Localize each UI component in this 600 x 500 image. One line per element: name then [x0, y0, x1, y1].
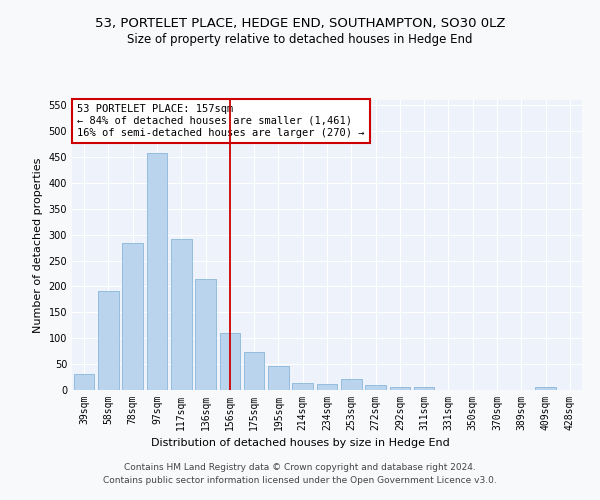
Text: Distribution of detached houses by size in Hedge End: Distribution of detached houses by size …: [151, 438, 449, 448]
Bar: [365, 385, 386, 390]
Bar: [171, 239, 191, 390]
Bar: [341, 379, 362, 390]
Bar: [122, 243, 143, 390]
Text: Contains public sector information licensed under the Open Government Licence v3: Contains public sector information licen…: [103, 476, 497, 485]
Bar: [414, 388, 434, 390]
Bar: [292, 384, 313, 390]
Bar: [389, 388, 410, 390]
Text: Contains HM Land Registry data © Crown copyright and database right 2024.: Contains HM Land Registry data © Crown c…: [124, 464, 476, 472]
Bar: [74, 374, 94, 390]
Text: 53, PORTELET PLACE, HEDGE END, SOUTHAMPTON, SO30 0LZ: 53, PORTELET PLACE, HEDGE END, SOUTHAMPT…: [95, 18, 505, 30]
Bar: [317, 384, 337, 390]
Bar: [220, 333, 240, 390]
Bar: [195, 279, 216, 390]
Bar: [244, 352, 265, 390]
Bar: [98, 290, 119, 390]
Y-axis label: Number of detached properties: Number of detached properties: [33, 158, 43, 332]
Text: Size of property relative to detached houses in Hedge End: Size of property relative to detached ho…: [127, 32, 473, 46]
Bar: [535, 388, 556, 390]
Text: 53 PORTELET PLACE: 157sqm
← 84% of detached houses are smaller (1,461)
16% of se: 53 PORTELET PLACE: 157sqm ← 84% of detac…: [77, 104, 365, 138]
Bar: [268, 366, 289, 390]
Bar: [146, 153, 167, 390]
